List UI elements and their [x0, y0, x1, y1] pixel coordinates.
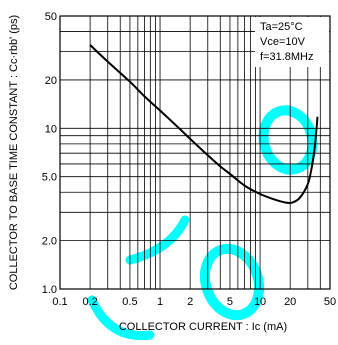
- condition-text: f=31.8MHz: [260, 51, 314, 63]
- x-tick-label: 50: [324, 296, 336, 308]
- y-tick-label: 20: [45, 75, 57, 87]
- curve-layer: [89, 44, 319, 205]
- x-tick-label: 10: [254, 296, 266, 308]
- y-tick-label: 50: [45, 11, 57, 23]
- y-tick-label: 1.0: [42, 284, 57, 296]
- watermark-stroke: [87, 295, 155, 341]
- watermark-stroke: [125, 215, 190, 265]
- y-tick-label: 5.0: [42, 172, 57, 184]
- watermark-stroke: [199, 243, 265, 321]
- conditions-background: [255, 17, 329, 67]
- x-tick-label: 20: [284, 296, 296, 308]
- series-line: [89, 44, 319, 205]
- x-tick-label: 5: [227, 296, 233, 308]
- condition-text: Ta=25°C: [260, 21, 303, 33]
- y-tick-label: 2.0: [42, 236, 57, 248]
- y-axis-label: COLLECTOR TO BASE TIME CONSTANT : Cc·rbb…: [8, 15, 20, 290]
- y-tick-label: 10: [45, 123, 57, 135]
- x-tick-label: 0.2: [82, 296, 97, 308]
- watermark-stroke: [258, 105, 318, 175]
- x-tick-label: 0.1: [52, 296, 67, 308]
- plot-frame: [59, 15, 331, 290]
- condition-text: Vce=10V: [260, 36, 306, 48]
- x-tick-label: 2: [187, 296, 193, 308]
- x-tick-label: 1: [157, 296, 163, 308]
- x-tick-labels: 0.1 0.2 0.5 1 2 5 10 20 50: [52, 296, 336, 308]
- x-tick-label: 0.5: [122, 296, 137, 308]
- y-tick-labels: 1.0 2.0 5.0 10 20 50: [42, 11, 57, 296]
- conditions-box: Ta=25°C Vce=10V f=31.8MHz: [255, 17, 329, 67]
- x-axis-label: COLLECTOR CURRENT : Ic (mA): [119, 321, 287, 333]
